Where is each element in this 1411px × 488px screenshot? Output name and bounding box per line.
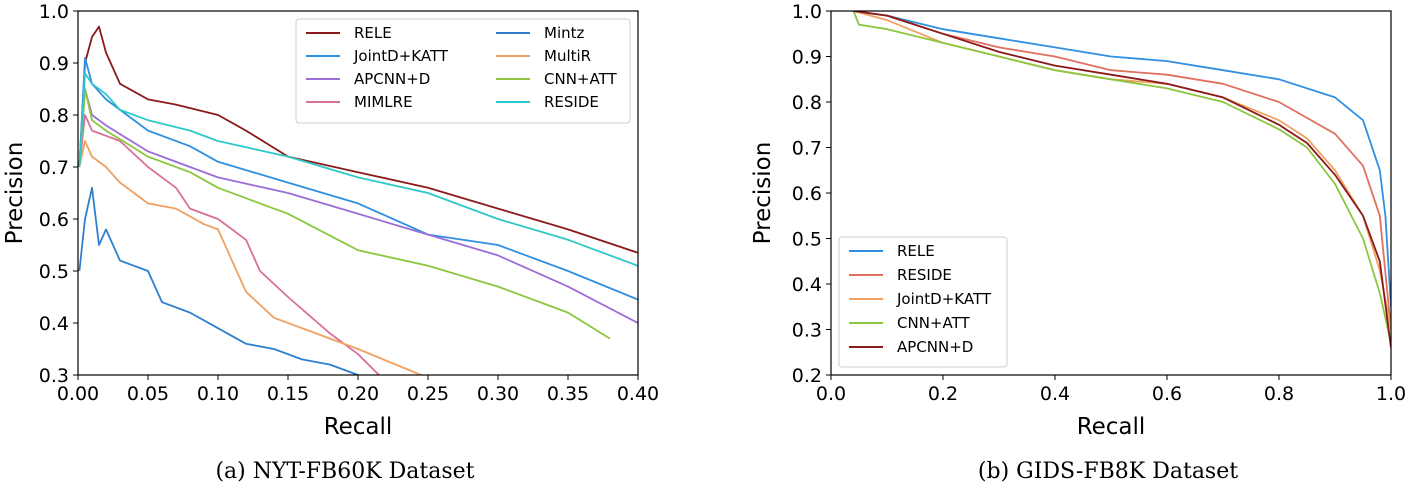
x-tick-label: 0.0 bbox=[816, 383, 846, 405]
series-line-cnn-att bbox=[852, 11, 1391, 344]
y-tick-label: 1.0 bbox=[792, 1, 822, 23]
caption-a: (a) NYT-FB60K Dataset bbox=[215, 459, 474, 484]
y-tick-label: 0.8 bbox=[39, 105, 69, 127]
legend-entry: APCNN+D bbox=[354, 70, 430, 88]
y-axis-label-b: Precision bbox=[750, 142, 776, 245]
series-line-mimlre bbox=[78, 114, 380, 375]
legend-entry: Mintz bbox=[544, 24, 584, 42]
x-axis-label-a: Recall bbox=[324, 414, 393, 440]
series-layer-b bbox=[852, 11, 1391, 348]
x-tick-label: 0.35 bbox=[547, 383, 589, 405]
x-tick-label: 0.6 bbox=[1152, 383, 1182, 405]
y-tick-label: 0.3 bbox=[39, 365, 69, 387]
y-tick-label: 0.3 bbox=[792, 320, 822, 342]
y-tick-label: 0.4 bbox=[39, 313, 69, 335]
y-tick-label: 0.5 bbox=[792, 229, 822, 251]
y-tick-label: 0.7 bbox=[792, 138, 822, 160]
y-tick-label: 0.7 bbox=[39, 157, 69, 179]
y-tick-label: 0.9 bbox=[39, 53, 69, 75]
legend-b: RELE RESIDE JointD+KATT CNN+ATT APCNN+D bbox=[838, 236, 1008, 368]
legend-entry: JointD+KATT bbox=[896, 290, 992, 308]
series-line-apcnn-d bbox=[78, 88, 638, 324]
y-tick-label: 0.2 bbox=[792, 365, 822, 387]
y-tick-label: 0.6 bbox=[792, 183, 822, 205]
y-tick-label: 0.5 bbox=[39, 261, 69, 283]
series-layer-a bbox=[78, 25, 638, 375]
x-tick-label: 0.10 bbox=[197, 383, 239, 405]
legend-entry: JointD+KATT bbox=[353, 47, 449, 65]
x-tick-label: 0.4 bbox=[1040, 383, 1070, 405]
legend-box bbox=[295, 18, 631, 124]
series-line-reside bbox=[78, 72, 638, 267]
x-tick-label: 0.05 bbox=[127, 383, 169, 405]
ticks-layer-b: 0.0 0.2 0.4 0.6 0.8 1.00.20.30.40.50.60.70.80… bbox=[792, 1, 1406, 405]
y-tick-label: 0.4 bbox=[792, 274, 822, 296]
legend-box bbox=[838, 236, 1008, 368]
x-tick-label: 0.2 bbox=[928, 383, 958, 405]
legend-entry: RELE bbox=[897, 242, 935, 260]
y-tick-label: 0.9 bbox=[792, 47, 822, 69]
legend-entry: CNN+ATT bbox=[544, 70, 617, 88]
x-tick-label: 0.25 bbox=[407, 383, 449, 405]
y-tick-label: 0.6 bbox=[39, 209, 69, 231]
x-tick-label: 0.00 bbox=[57, 383, 99, 405]
caption-b: (b) GIDS-FB8K Dataset bbox=[978, 459, 1238, 484]
chart-nyt-fb60k: 0.00 0.05 0.10 0.15 0.20 0.25 0.30 0.35 0.40 0.3 0… bbox=[2, 1, 659, 484]
y-tick-label: 1.0 bbox=[39, 1, 69, 23]
legend-entry: MIMLRE bbox=[354, 93, 413, 111]
series-line-cnn-att bbox=[78, 88, 611, 340]
x-tick-label: 1.0 bbox=[1376, 383, 1406, 405]
chart-gids-fb8k: 0.0 0.2 0.4 0.6 0.8 1.00.20.30.40.50.60.70.80… bbox=[750, 1, 1406, 484]
x-tick-label: 0.40 bbox=[617, 383, 659, 405]
ticks-layer-a: 0.00 0.05 0.10 0.15 0.20 0.25 0.30 0.35 0.40 0.3 0… bbox=[39, 1, 659, 405]
x-tick-label: 0.30 bbox=[477, 383, 519, 405]
legend-entry: MultiR bbox=[544, 47, 591, 65]
series-line-multir bbox=[78, 140, 422, 375]
legend-entry: RESIDE bbox=[544, 93, 599, 111]
legend-a: RELE Mintz JointD+KATT MultiR APCNN+D CNN+ATT… bbox=[295, 18, 631, 124]
x-tick-label: 0.20 bbox=[337, 383, 379, 405]
series-line-rele bbox=[78, 25, 638, 254]
legend-entry: RELE bbox=[354, 24, 392, 42]
series-line-rele bbox=[853, 11, 1391, 307]
y-tick-label: 0.8 bbox=[792, 92, 822, 114]
legend-entry: RESIDE bbox=[897, 266, 952, 284]
legend-entry: CNN+ATT bbox=[897, 314, 970, 332]
x-tick-label: 0.15 bbox=[267, 383, 309, 405]
series-line-mintz bbox=[78, 186, 359, 375]
x-tick-label: 0.8 bbox=[1264, 383, 1294, 405]
legend-entry: APCNN+D bbox=[897, 338, 973, 356]
x-axis-label-b: Recall bbox=[1077, 414, 1146, 440]
series-line-apcnn-d bbox=[853, 11, 1391, 348]
y-axis-label-a: Precision bbox=[2, 142, 28, 245]
